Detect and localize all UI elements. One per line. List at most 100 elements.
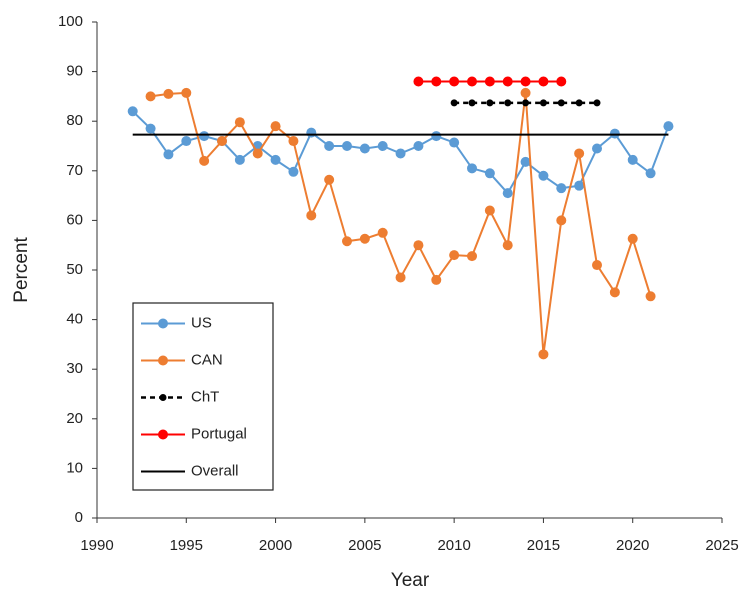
data-point [574, 148, 585, 159]
data-point [520, 156, 531, 167]
data-point [431, 274, 442, 285]
data-point [306, 210, 317, 221]
legend-box [132, 302, 274, 491]
x-tick-label: 2025 [705, 537, 738, 554]
data-point [145, 91, 156, 102]
data-point [592, 260, 602, 271]
data-point [377, 141, 388, 151]
data-point [484, 76, 495, 87]
data-point [270, 154, 281, 165]
data-point [609, 287, 620, 298]
data-point [217, 136, 227, 147]
data-point [359, 233, 370, 244]
data-point [467, 163, 477, 174]
legend-label: Overall [191, 462, 239, 479]
data-point [199, 155, 210, 166]
data-point [520, 76, 531, 87]
data-point [145, 123, 156, 134]
x-tick-label: 1990 [80, 537, 113, 554]
data-point [413, 141, 424, 151]
data-point [431, 131, 442, 142]
data-point [538, 170, 549, 181]
data-point [556, 183, 567, 194]
data-point [484, 205, 495, 216]
legend: US CAN ChT Portugal Overall [132, 302, 274, 491]
data-point [593, 99, 601, 107]
legend-label: US [191, 314, 212, 331]
data-point [234, 117, 245, 128]
data-point [575, 99, 583, 107]
data-point [306, 127, 317, 138]
y-tick-label: 50 [66, 261, 83, 278]
data-point [431, 76, 442, 87]
data-point [342, 141, 352, 151]
y-tick-label: 60 [66, 211, 83, 228]
data-point [413, 76, 424, 87]
y-tick-label: 40 [66, 311, 83, 328]
data-point [324, 174, 335, 185]
legend-label: CAN [191, 351, 223, 368]
data-point [522, 99, 530, 107]
data-point [539, 99, 547, 107]
data-point [557, 99, 565, 107]
data-point [377, 227, 388, 238]
data-point [556, 76, 567, 87]
legend-marker [159, 394, 167, 401]
x-tick-label: 2010 [437, 537, 470, 554]
data-point [413, 240, 424, 251]
x-tick-label: 1995 [170, 537, 203, 554]
data-point [252, 148, 263, 159]
data-point [449, 137, 460, 148]
data-point [502, 76, 513, 87]
data-point [199, 131, 210, 142]
data-point [538, 349, 549, 360]
data-point [324, 141, 335, 151]
data-point [288, 166, 299, 177]
legend-marker [158, 429, 168, 440]
data-point [484, 168, 495, 179]
legend-marker [158, 318, 168, 329]
data-point [342, 236, 352, 247]
data-point [486, 99, 494, 107]
data-point [468, 99, 476, 107]
data-point [449, 76, 460, 87]
data-point [288, 136, 299, 147]
data-point [234, 154, 245, 165]
data-point [520, 87, 531, 98]
data-point [556, 215, 567, 226]
data-point [163, 149, 174, 160]
data-point [449, 250, 460, 261]
y-tick-label: 80 [66, 112, 83, 129]
data-point [538, 76, 549, 87]
data-point [395, 148, 406, 159]
data-point [181, 136, 192, 147]
y-tick-label: 90 [66, 63, 83, 80]
y-axis-title: Percent [11, 237, 32, 303]
data-point [645, 291, 656, 302]
y-tick-label: 30 [66, 360, 83, 377]
data-point [627, 233, 638, 244]
data-point [645, 168, 656, 179]
legend-marker [158, 355, 168, 366]
legend-label: ChT [191, 388, 219, 405]
legend-label: Portugal [191, 425, 247, 442]
data-point [163, 88, 174, 99]
data-point [504, 99, 512, 107]
y-tick-label: 20 [66, 410, 83, 427]
data-point [467, 76, 477, 87]
y-tick-label: 10 [66, 459, 83, 476]
data-point [359, 143, 370, 154]
x-tick-label: 2000 [259, 537, 292, 554]
y-tick-label: 70 [66, 162, 83, 179]
y-tick-label: 0 [75, 509, 83, 526]
data-point [467, 251, 477, 262]
x-tick-label: 2020 [616, 537, 649, 554]
y-tick-label: 100 [58, 13, 83, 30]
data-point [663, 121, 674, 132]
data-point [627, 154, 638, 165]
data-point [592, 143, 602, 154]
data-point [502, 188, 513, 199]
x-axis-title: Year [391, 570, 430, 591]
x-tick-label: 2005 [348, 537, 381, 554]
